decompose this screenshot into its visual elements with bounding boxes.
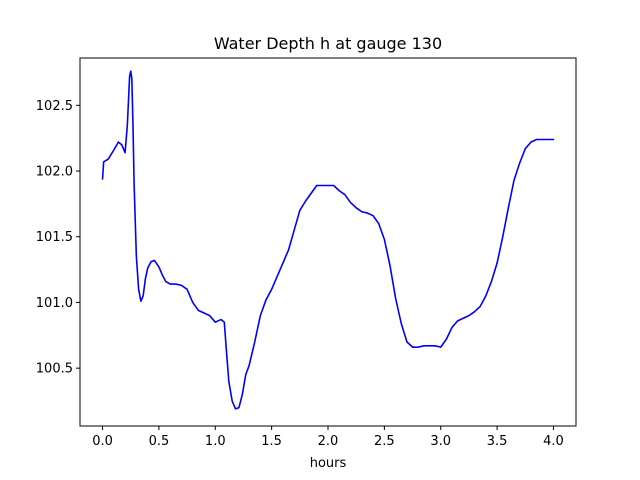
x-tick-label: 1.5 [261, 434, 282, 449]
x-tick-label: 3.5 [487, 434, 508, 449]
chart-title: Water Depth h at gauge 130 [214, 34, 442, 53]
y-tick-label: 102.0 [36, 165, 73, 180]
y-tick-label: 101.5 [36, 230, 73, 245]
x-axis-ticks: 0.0 0.5 1.0 1.5 2.0 2.5 3.0 3.5 4.0 [92, 426, 564, 449]
x-tick-label: 3.0 [430, 434, 451, 449]
x-tick-label: 0.0 [92, 434, 113, 449]
axes-frame [79, 57, 577, 427]
x-tick-label: 0.5 [149, 434, 170, 449]
y-tick-label: 101.0 [36, 296, 73, 311]
plot-area [101, 70, 555, 410]
x-axis-label: hours [310, 456, 347, 471]
x-tick-label: 1.0 [205, 434, 226, 449]
x-tick-label: 4.0 [543, 434, 564, 449]
x-tick-label: 2.5 [374, 434, 395, 449]
y-tick-label: 102.5 [36, 99, 73, 114]
x-tick-label: 2.0 [318, 434, 339, 449]
y-tick-label: 100.5 [36, 362, 73, 377]
y-axis-ticks: 100.5 101.0 101.5 102.0 102.5 [36, 99, 80, 377]
series-line [101, 70, 555, 410]
